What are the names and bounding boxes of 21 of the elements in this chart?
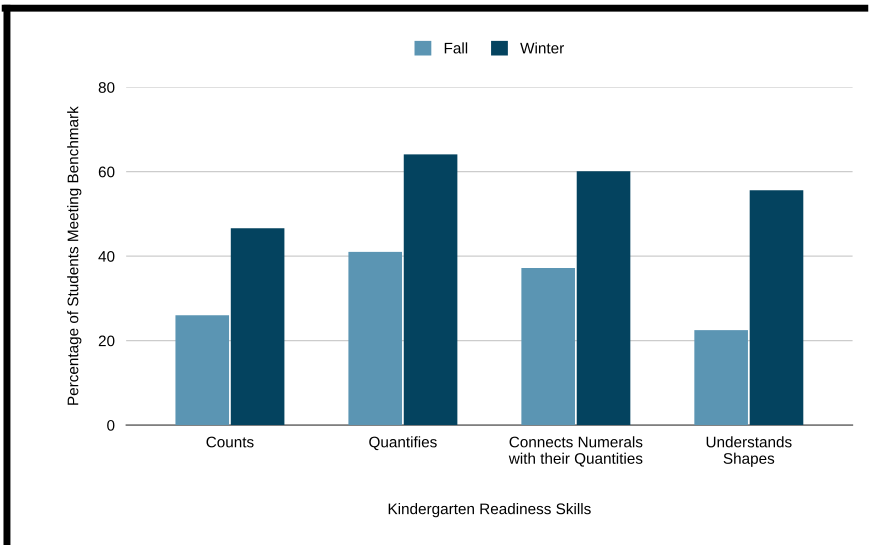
bar: [348, 252, 402, 426]
bar: [694, 330, 748, 426]
legend-label: Winter: [520, 42, 564, 54]
x-tick-label: Connects Numerals with their Quantities: [508, 436, 642, 467]
x-tick-label: Quantifies: [369, 436, 437, 450]
legend-label: Fall: [444, 42, 468, 54]
x-axis-title: Kindergarten Readiness Skills: [388, 503, 591, 518]
y-tick-label: 60: [98, 166, 114, 178]
bar: [230, 228, 284, 426]
x-tick-label: Understands Shapes: [706, 436, 792, 467]
y-tick-label: 80: [98, 82, 114, 93]
bar: [404, 154, 458, 426]
y-axis-title: Percentage of Students Meeting Benchmark: [67, 106, 82, 405]
bar: [175, 315, 230, 426]
bar: [750, 190, 804, 426]
y-tick-label: 40: [98, 251, 114, 262]
x-tick-label: Counts: [206, 436, 254, 448]
bar: [521, 268, 575, 426]
bar: [576, 171, 630, 426]
y-tick-label: 0: [107, 420, 114, 431]
y-tick-label: 20: [98, 335, 114, 346]
